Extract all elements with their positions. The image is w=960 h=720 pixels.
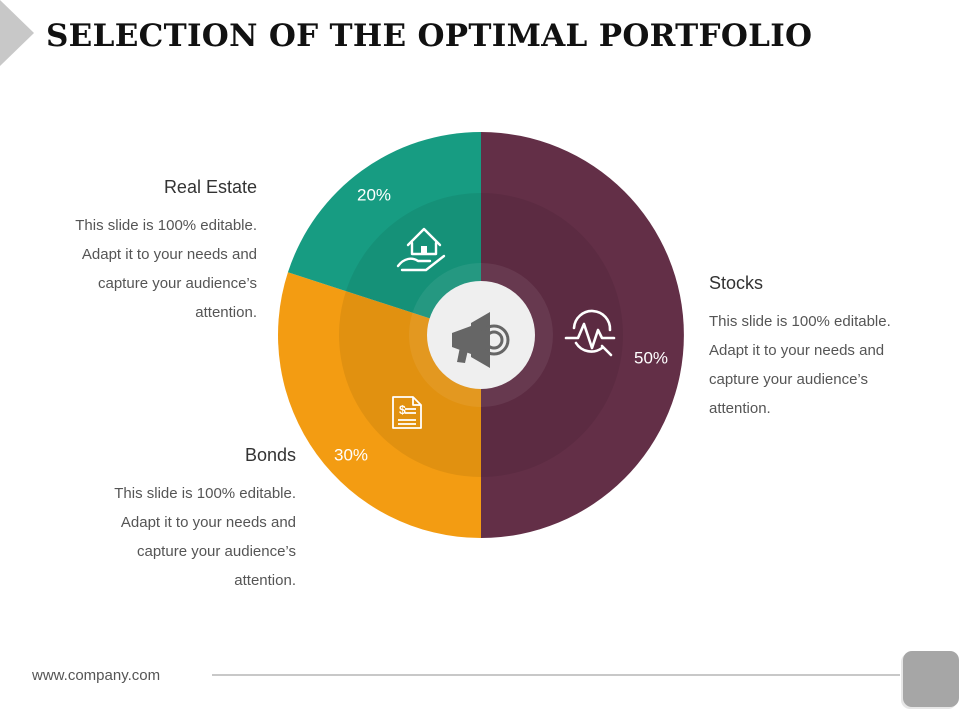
bonds-line: attention. [234, 572, 296, 589]
footer-url: www.company.com [32, 667, 161, 684]
real-estate-line: attention. [195, 304, 257, 321]
stocks-line: This slide is 100% editable. [709, 313, 891, 330]
stocks-line: Adapt it to your needs and [709, 342, 885, 359]
real-estate-block: Real Estate This slide is 100% editable.… [0, 177, 257, 327]
house-in-hand-icon [396, 227, 446, 272]
dollar-document-icon [392, 396, 422, 429]
dollar-sign-glyph: $ [399, 403, 406, 417]
pie-slice-real-estate [287, 132, 481, 335]
bonds-line: This slide is 100% editable. [114, 485, 296, 502]
bonds-text: This slide is 100% editable. Adapt it to… [36, 479, 296, 595]
value-labels: 50% 30% 20% [334, 185, 668, 464]
stocks-line: capture your audience’s [709, 371, 868, 388]
megaphone-icon [452, 312, 510, 368]
stock-analysis-icon [564, 309, 616, 357]
real-estate-line: Adapt it to your needs and [81, 246, 257, 263]
real-estate-line: This slide is 100% editable. [75, 217, 257, 234]
stocks-title: Stocks [709, 273, 764, 293]
pie-slice-stocks [481, 132, 684, 538]
footer-divider [212, 674, 900, 676]
stocks-text: This slide is 100% editable. Adapt it to… [709, 307, 960, 423]
bonds-title: Bonds [244, 445, 296, 465]
stocks-line: attention. [709, 400, 771, 417]
real-estate-text: This slide is 100% editable. Adapt it to… [0, 211, 257, 327]
real-estate-line: capture your audience’s [98, 275, 257, 292]
bonds-block: Bonds This slide is 100% editable. Adapt… [36, 445, 296, 595]
value-label-real-estate: 20% [357, 185, 391, 204]
bonds-line: Adapt it to your needs and [120, 514, 296, 531]
value-label-bonds: 30% [334, 445, 368, 464]
real-estate-title: Real Estate [163, 177, 257, 197]
corner-box-decoration [903, 651, 959, 707]
value-label-stocks: 50% [634, 348, 668, 367]
stocks-block: Stocks This slide is 100% editable. Adap… [709, 273, 960, 423]
inner-ring-stocks [481, 193, 623, 477]
corner-triangle-decoration [0, 0, 34, 66]
slide-title: SELECTION OF THE OPTIMAL PORTFOLIO [46, 18, 813, 54]
bonds-line: capture your audience’s [137, 543, 296, 560]
